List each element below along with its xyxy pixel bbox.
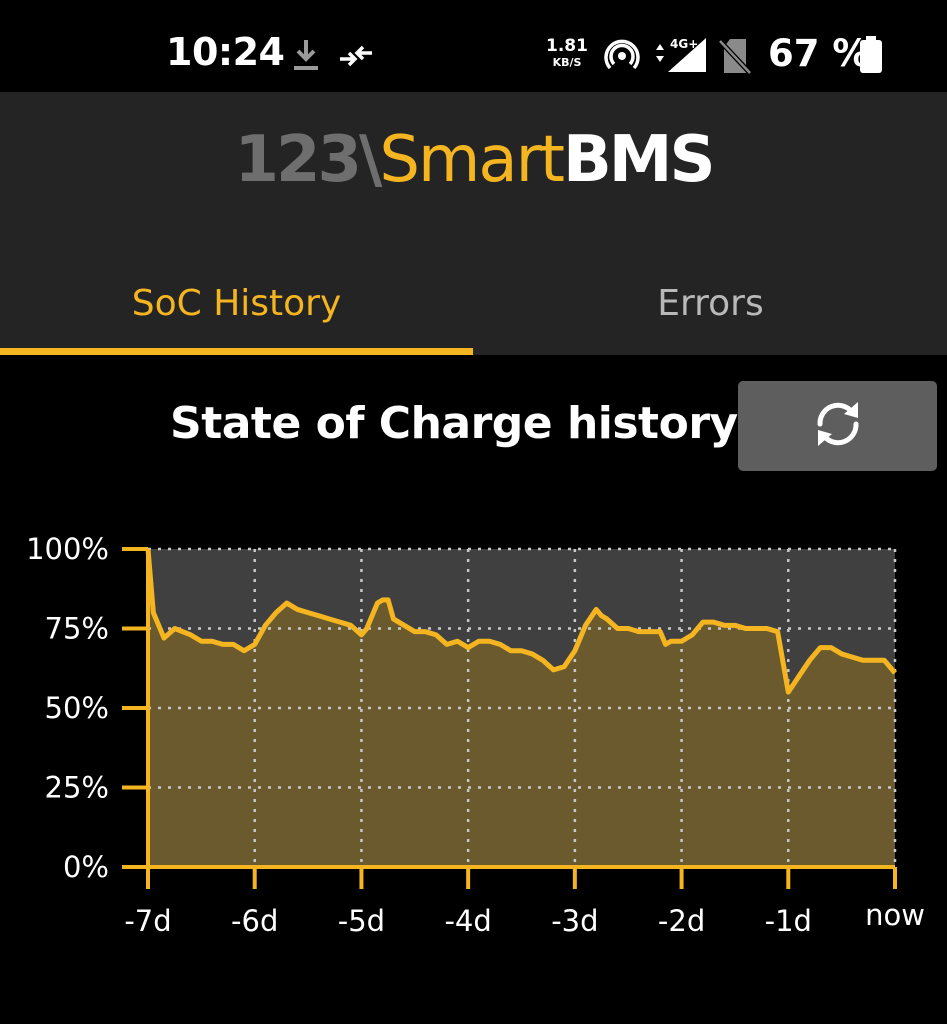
active-tab-indicator — [0, 348, 473, 355]
tab-errors[interactable]: Errors — [657, 283, 764, 324]
refresh-button[interactable] — [738, 381, 937, 471]
app-logo: 123\SmartBMS — [0, 120, 947, 200]
soc-chart: 100% 75% 50% 25% 0% -7d -6d -5d -4d -3d -2d -1d now — [0, 520, 947, 940]
refresh-icon — [808, 394, 868, 459]
y-tick-label: 25% — [45, 771, 109, 805]
data-saver-icon — [338, 42, 374, 75]
tab-soc-history[interactable]: SoC History — [131, 283, 342, 324]
network-speed-unit: KB/S — [552, 56, 582, 69]
y-tick-label: 100% — [26, 532, 109, 566]
network-speed: 1.81 KB/S — [546, 36, 588, 69]
no-sim-icon — [718, 37, 752, 80]
x-tick-label: -5d — [338, 904, 385, 938]
y-tick-label: 50% — [45, 691, 109, 725]
network-type-label: 4G+ — [670, 37, 698, 51]
x-tick-label: -2d — [658, 904, 705, 938]
status-bar: 10:24 1.81 KB/S 4G+ — [0, 0, 947, 92]
hotspot-icon — [604, 38, 640, 79]
x-tick-label: -7d — [124, 904, 171, 938]
download-icon — [292, 38, 320, 77]
x-tick-label: -6d — [231, 904, 278, 938]
soc-series-line — [145, 548, 897, 695]
x-tick-label: now — [865, 898, 925, 932]
y-tick-label: 75% — [45, 612, 109, 646]
soc-chart-svg: 100% 75% 50% 25% 0% -7d -6d -5d -4d -3d -2d -1d now — [26, 532, 925, 938]
signal-icon: 4G+ — [652, 36, 708, 79]
logo-bms: BMS — [563, 123, 716, 197]
status-time: 10:24 — [166, 30, 285, 74]
network-speed-value: 1.81 — [546, 36, 588, 56]
battery-icon — [858, 36, 884, 79]
page-title: State of Charge history — [170, 398, 738, 449]
battery-percent: 67 % — [768, 32, 870, 75]
x-tick-label: -4d — [444, 904, 491, 938]
y-tick-label: 0% — [63, 850, 109, 884]
logo-number: 123\ — [234, 123, 382, 197]
x-tick-label: -1d — [765, 904, 812, 938]
tab-bar: SoC History Errors — [0, 252, 947, 355]
x-tick-label: -3d — [551, 904, 598, 938]
logo-smart: Smart — [379, 123, 565, 197]
app-header: 123\SmartBMS SoC History Errors — [0, 92, 947, 355]
